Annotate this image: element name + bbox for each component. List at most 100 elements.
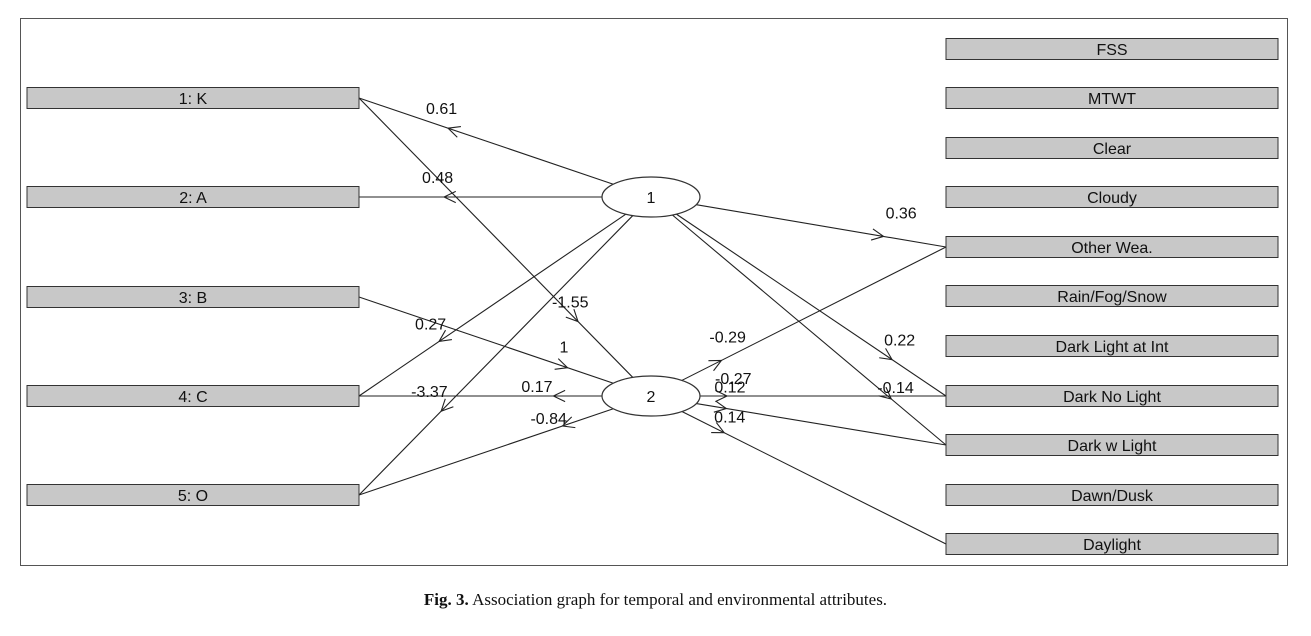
nodes-layer: 1: K 2: A 3: B 4: C 5: O FSS MTWT Clear Cloudy Ot… <box>26 38 1279 555</box>
right-node-label: Dark w Light <box>1068 438 1157 455</box>
edge-weight-label: 0.48 <box>422 170 453 187</box>
right-node-box <box>945 87 1279 109</box>
left-node-1: 1: K <box>26 87 360 109</box>
edge-h2-l4 <box>359 389 602 403</box>
left-node-label: 2: A <box>179 190 207 207</box>
left-node-2: 2: A <box>26 186 360 208</box>
edge-l1-h2 <box>358 97 634 378</box>
right-node-box <box>945 186 1279 208</box>
hub-label: 1 <box>647 190 656 207</box>
right-node-label: FSS <box>1096 42 1127 59</box>
right-node-4: Other Wea. <box>945 236 1279 258</box>
right-node-1: MTWT <box>945 87 1279 109</box>
caption-text: Association graph for temporal and envir… <box>472 590 888 609</box>
right-node-0: FSS <box>945 38 1279 60</box>
left-node-box <box>26 87 360 109</box>
left-node-label: 1: K <box>179 91 208 108</box>
edge-weight-label: 0.61 <box>426 101 457 118</box>
edges-layer <box>358 97 947 545</box>
right-node-box <box>945 236 1279 258</box>
left-node-box <box>26 186 360 208</box>
edge-h1-r4 <box>696 204 947 248</box>
edge-l3-h2 <box>358 296 614 384</box>
edge-h2-r10 <box>681 411 947 545</box>
left-node-label: 3: B <box>179 290 207 307</box>
right-node-label: Dawn/Dusk <box>1071 488 1154 505</box>
left-node-label: 4: C <box>178 389 207 406</box>
edge-weight-label: 0.27 <box>415 316 446 333</box>
edge-h1-l1 <box>358 97 614 185</box>
edge-weight-label: 0.22 <box>884 333 915 350</box>
edge-h2-r4 <box>681 246 947 381</box>
edge-line <box>358 97 614 185</box>
edge-arrowhead <box>438 329 452 343</box>
edge-arrowhead <box>552 389 566 403</box>
hub-node-2: 2 <box>601 375 701 417</box>
association-graph: 1: K 2: A 3: B 4: C 5: O FSS MTWT Clear Cloudy Ot… <box>26 38 1279 555</box>
edge-arrowhead <box>554 358 569 370</box>
edge-line <box>676 213 947 397</box>
left-node-box <box>26 286 360 308</box>
hub-ellipse <box>601 375 701 417</box>
hub-node-1: 1 <box>601 176 701 218</box>
edge-weight-label: -0.29 <box>709 329 746 346</box>
right-node-box <box>945 385 1279 407</box>
edge-line <box>696 402 947 446</box>
left-node-box <box>26 484 360 506</box>
edge-weight-label: -0.14 <box>877 380 914 397</box>
edge-h1-r7 <box>676 213 947 397</box>
right-node-box <box>945 335 1279 357</box>
right-node-label: MTWT <box>1088 91 1136 108</box>
right-node-box <box>945 137 1279 159</box>
figure-frame <box>20 18 1288 566</box>
edge-weight-label: 0.36 <box>886 205 917 222</box>
edge-arrowhead <box>708 359 723 372</box>
edge-weight-label: -3.37 <box>411 384 448 401</box>
edge-h1-l4 <box>358 213 627 397</box>
edge-line <box>681 411 947 545</box>
right-node-box <box>945 38 1279 60</box>
right-node-label: Rain/Fog/Snow <box>1057 289 1167 306</box>
right-node-9: Dawn/Dusk <box>945 484 1279 506</box>
right-node-box <box>945 533 1279 555</box>
hub-ellipse <box>601 176 701 218</box>
edge-arrowhead <box>713 400 728 413</box>
edge-weight-label: 0.14 <box>714 410 745 427</box>
edge-h2-l5 <box>358 408 614 496</box>
edge-weight-label: 0.17 <box>521 379 552 396</box>
right-node-box <box>945 434 1279 456</box>
figure-caption: Fig. 3. Association graph for temporal a… <box>0 590 1311 610</box>
edge-line <box>358 97 634 378</box>
edge-h1-l5 <box>358 215 634 496</box>
right-node-label: Dark No Light <box>1063 389 1161 406</box>
right-node-3: Cloudy <box>945 186 1279 208</box>
right-node-label: Clear <box>1093 141 1132 158</box>
edge-weight-label: -0.27 <box>715 371 752 388</box>
edge-arrowhead <box>446 126 461 138</box>
edge-weight-label: -1.55 <box>552 295 589 312</box>
left-node-3: 3: B <box>26 286 360 308</box>
right-node-5: Rain/Fog/Snow <box>945 285 1279 307</box>
right-node-2: Clear <box>945 137 1279 159</box>
edge-labels-layer: 0.61 0.48 0.27 -3.37 0.36 0.22 -0.14 -1.55 1 0.17… <box>411 101 917 428</box>
edge-weight-label: 1 <box>560 340 569 357</box>
left-node-4: 4: C <box>26 385 360 407</box>
edge-h2-r8 <box>696 400 947 446</box>
edge-arrowhead <box>565 309 579 323</box>
edge-line <box>358 296 614 384</box>
edge-arrowhead <box>715 389 729 403</box>
edge-h1-r8 <box>672 214 947 446</box>
right-node-label: Other Wea. <box>1071 240 1153 257</box>
left-node-5: 5: O <box>26 484 360 506</box>
edge-line <box>681 246 947 381</box>
hub-label: 2 <box>647 389 656 406</box>
edge-arrowhead <box>878 386 893 400</box>
right-node-box <box>945 285 1279 307</box>
right-node-label: Daylight <box>1083 537 1141 554</box>
edge-arrowhead <box>561 416 576 429</box>
edge-line <box>696 204 947 248</box>
edge-line <box>672 214 947 446</box>
edge-arrowhead <box>711 422 726 434</box>
right-node-6: Dark Light at Int <box>945 335 1279 357</box>
right-node-label: Dark Light at Int <box>1056 339 1170 356</box>
